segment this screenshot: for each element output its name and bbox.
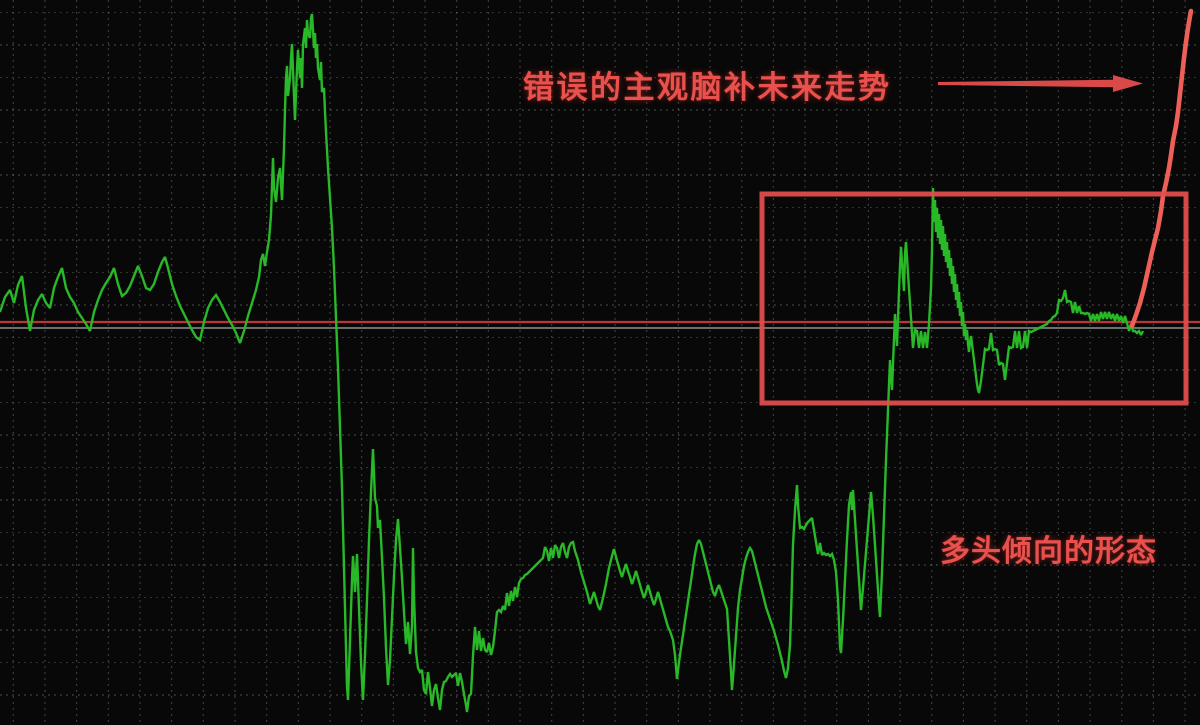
price-series [0,8,1194,713]
annotation-top-label: 错误的主观脑补未来走势 [523,70,892,106]
imagined-future-line [1129,8,1194,329]
highlight-rectangle [759,191,1189,406]
annotation-arrow [938,75,1143,92]
annotation-bottom-label: 多头倾向的形态 [940,534,1157,569]
price-tick-line [0,13,1145,713]
price-level-lines [0,320,1200,329]
